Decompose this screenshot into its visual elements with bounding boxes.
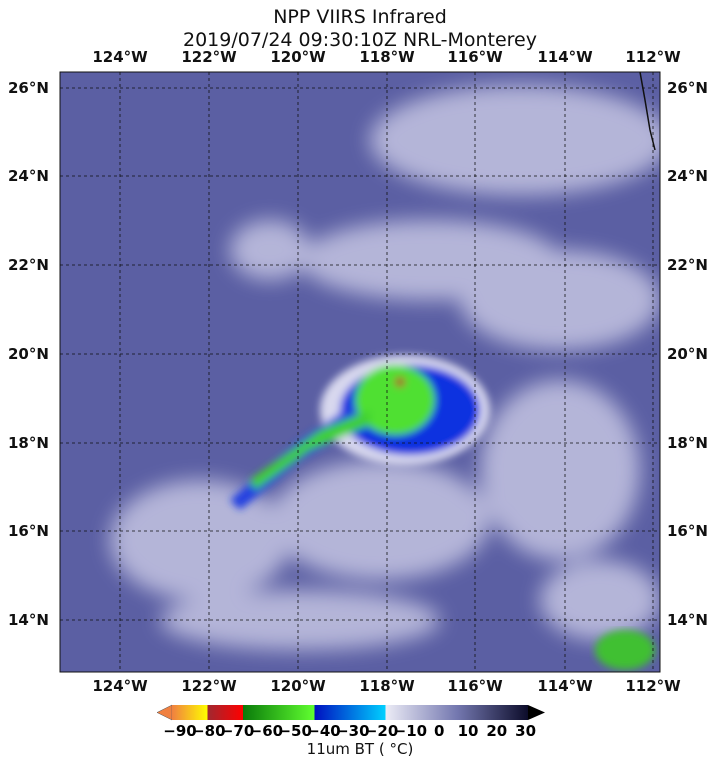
colorbar-tick-label: 0 [433,722,445,740]
title-line-1: NPP VIIRS Infrared [273,6,447,28]
lon-label: 120°W [270,677,326,695]
lat-label: 24°N [8,167,49,185]
lon-label: 116°W [447,677,503,695]
colorbar [156,704,545,721]
lat-label: 14°N [667,611,708,629]
lon-label: 112°W [625,48,681,66]
storm-core [230,355,490,510]
lat-label: 18°N [8,434,49,452]
lon-label: 118°W [359,48,415,66]
lon-label: 124°W [92,48,148,66]
lat-label: 26°N [667,79,708,97]
title-line-2: 2019/07/24 09:30:10Z NRL-Monterey [183,29,537,51]
colorbar-tick-label: 10 [457,722,479,740]
colorbar-tick-label: −50 [278,722,312,740]
lat-label: 16°N [8,522,49,540]
colorbar-tick-label: −90 [163,722,197,740]
lon-label: 114°W [537,48,593,66]
lon-label: 122°W [181,677,237,695]
lat-label: 14°N [8,611,49,629]
lat-label: 22°N [8,256,49,274]
coastline [639,72,656,151]
colorbar-tick-label: −70 [220,722,255,740]
land-cloud [595,630,655,670]
lat-label: 18°N [667,434,708,452]
colorbar-tick-label: −60 [249,722,284,740]
lon-label: 120°W [270,48,326,66]
colorbar-tick-label: 20 [486,722,508,740]
lat-label: 20°N [8,345,49,363]
colorbar-tick-label: 30 [515,722,537,740]
lat-label: 26°N [8,79,49,97]
lat-label: 22°N [667,256,708,274]
colorbar-tick-label: −20 [364,722,399,740]
colorbar-tick-label: −30 [336,722,370,740]
colorbar-tick-label: −10 [393,722,428,740]
lon-label: 118°W [359,677,415,695]
colorbar-label: 11um BT ( °C) [306,740,414,758]
lat-label: 24°N [667,167,708,185]
lat-label: 16°N [667,522,708,540]
lon-label: 112°W [625,677,681,695]
lon-label: 124°W [92,677,148,695]
lon-label: 122°W [181,48,237,66]
colorbar-tick-label: −40 [307,722,341,740]
colorbar-tick-label: −80 [192,722,226,740]
map-frame [59,71,661,673]
lon-label: 116°W [447,48,503,66]
lat-label: 20°N [667,345,708,363]
lon-label: 114°W [537,677,593,695]
graticule [60,72,660,672]
